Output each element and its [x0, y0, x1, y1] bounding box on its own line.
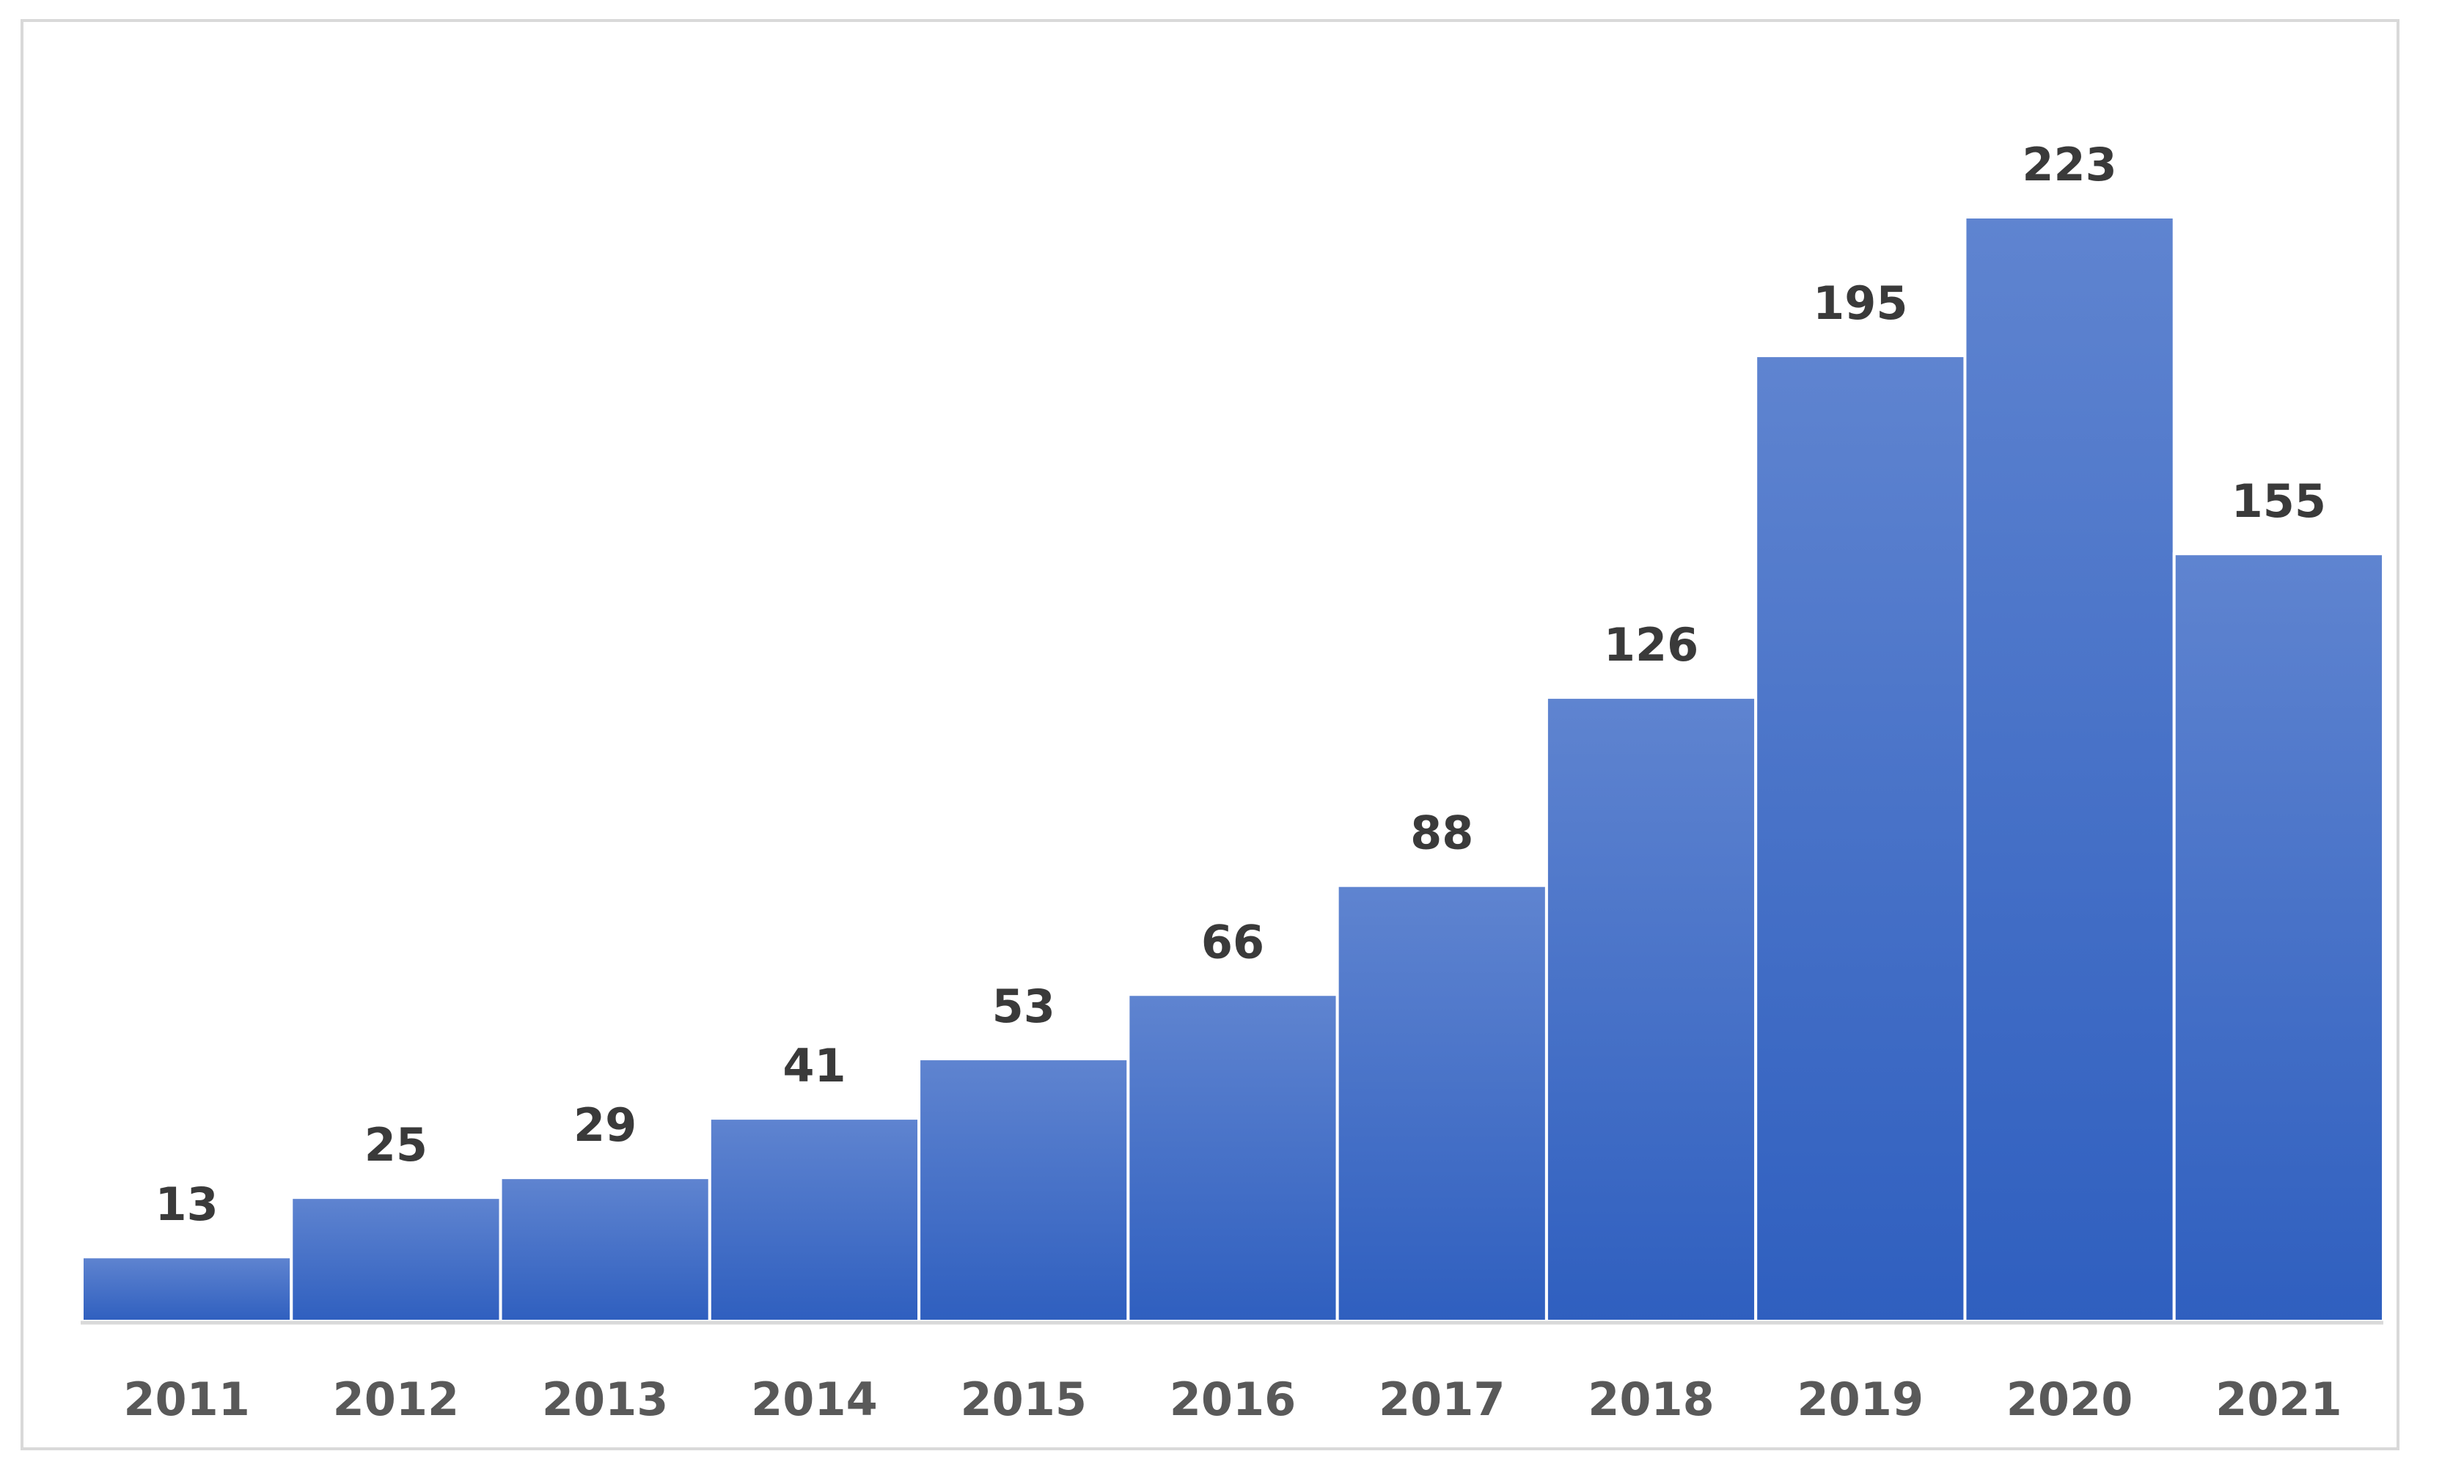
data-label-2020: 223 [2022, 138, 2116, 191]
bar-2018 [1544, 696, 1758, 1323]
bar-2016 [1126, 993, 1339, 1323]
data-label-2021: 155 [2232, 474, 2326, 528]
bar-2017 [1335, 884, 1548, 1323]
bar-2019 [1754, 354, 1967, 1323]
data-label-2016: 66 [1201, 915, 1264, 969]
x-tick-label-2021: 2021 [2215, 1373, 2342, 1426]
data-label-2013: 29 [573, 1098, 637, 1152]
x-tick-label-2013: 2013 [542, 1373, 669, 1426]
data-label-2011: 13 [155, 1178, 218, 1231]
x-tick-label-2020: 2020 [2006, 1373, 2133, 1426]
data-label-2017: 88 [1410, 807, 1473, 860]
bar-2014 [708, 1117, 921, 1323]
bar-2011 [81, 1255, 293, 1323]
x-tick-label-2019: 2019 [1797, 1373, 1924, 1426]
tick-labels-layer: 2011 2012 2013 2014 2015 2016 2017 2018 2019 2020… [123, 1373, 2342, 1426]
x-tick-label-2012: 2012 [333, 1373, 460, 1426]
x-tick-label-2018: 2018 [1588, 1373, 1715, 1426]
bar-2012 [290, 1196, 502, 1323]
bar-2020 [1963, 216, 2176, 1323]
x-tick-label-2014: 2014 [751, 1373, 878, 1426]
data-label-2012: 25 [364, 1118, 428, 1172]
data-label-2018: 126 [1604, 618, 1698, 672]
x-tick-label-2016: 2016 [1170, 1373, 1297, 1426]
x-tick-label-2011: 2011 [123, 1373, 250, 1426]
bar-2015 [917, 1057, 1130, 1323]
data-label-2014: 41 [782, 1039, 846, 1092]
x-tick-label-2017: 2017 [1379, 1373, 1506, 1426]
bar-2021 [2172, 552, 2386, 1323]
bar-2013 [499, 1176, 711, 1323]
value-labels-layer: 13 25 29 41 53 66 88 126 195 223 155 [155, 138, 2326, 1231]
data-label-2019: 195 [1813, 276, 1907, 330]
bars-layer [81, 216, 2386, 1323]
data-label-2015: 53 [992, 980, 1055, 1033]
x-tick-label-2015: 2015 [960, 1373, 1087, 1426]
